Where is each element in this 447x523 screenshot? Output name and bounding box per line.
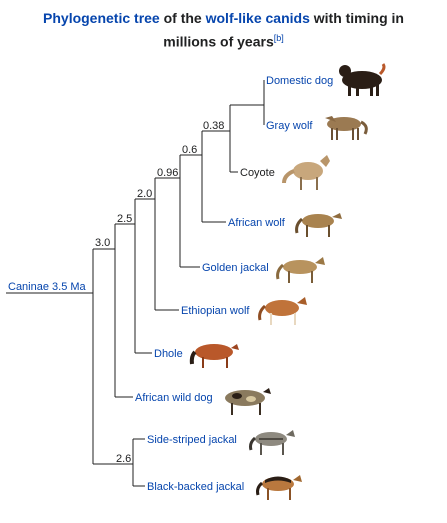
dhole-icon [189, 344, 239, 368]
taxon-dhole[interactable]: Dhole [154, 348, 183, 360]
reference-link[interactable]: [b] [273, 33, 284, 43]
node-label-2-5: 2.5 [117, 213, 132, 225]
node-2-0: 2.0 [134, 188, 155, 354]
taxon-african-wolf[interactable]: African wolf [228, 217, 286, 229]
taxon-gray-wolf[interactable]: Gray wolf [266, 120, 313, 132]
taxon-african-wild-dog[interactable]: African wild dog [135, 392, 213, 404]
title-line-1: Phylogenetic tree of the wolf-like canid… [0, 8, 447, 28]
node-0-96: 0.96 [154, 167, 180, 311]
root-label[interactable]: Caninae 3.5 Ma [8, 281, 87, 293]
node-label-0-6: 0.6 [182, 144, 197, 156]
ethiopian-wolf-icon [258, 297, 307, 325]
node-label-0-96: 0.96 [157, 167, 178, 179]
title-link-phylogenetic-tree[interactable]: Phylogenetic tree [43, 10, 160, 26]
node-label-0-38: 0.38 [203, 120, 224, 132]
title-text-1: of the [159, 10, 206, 26]
taxon-golden-jackal[interactable]: Golden jackal [202, 262, 269, 274]
node-label-2-6: 2.6 [116, 453, 131, 465]
title-text-3: millions of years [163, 33, 274, 50]
title-text-2: with timing in [309, 10, 404, 26]
african-wild-dog-icon [225, 388, 271, 415]
title-link-wolf-like-canids[interactable]: wolf-like canids [205, 10, 310, 26]
title-line-2: millions of years[b] [0, 28, 447, 52]
root-branch: Caninae 3.5 Ma [6, 281, 93, 294]
node-0-6: 0.6 [179, 144, 202, 268]
domestic-dog-icon [339, 63, 386, 96]
node-label-2-0: 2.0 [137, 188, 152, 200]
black-backed-jackal-icon [256, 475, 302, 500]
node-label-3-0: 3.0 [95, 237, 110, 249]
node-3-0: 3.0 [92, 237, 115, 465]
african-wolf-icon [295, 213, 342, 237]
node-0-38: 0.38 [201, 120, 230, 223]
node-2-6: 2.6 [115, 438, 145, 487]
taxon-domestic-dog[interactable]: Domestic dog [266, 75, 333, 87]
taxon-ethiopian-wolf[interactable]: Ethiopian wolf [181, 305, 250, 317]
taxon-black-backed-jackal[interactable]: Black-backed jackal [147, 481, 244, 493]
coyote-icon [282, 155, 330, 190]
node-dog-wolf [229, 80, 265, 173]
gray-wolf-icon [325, 116, 368, 140]
figure-title: Phylogenetic tree of the wolf-like canid… [0, 8, 447, 52]
node-2-5: 2.5 [114, 213, 135, 398]
taxon-coyote[interactable]: Coyote [240, 167, 275, 179]
side-striped-jackal-icon [249, 430, 295, 455]
taxon-side-striped-jackal[interactable]: Side-striped jackal [147, 434, 237, 446]
golden-jackal-icon [276, 257, 325, 283]
